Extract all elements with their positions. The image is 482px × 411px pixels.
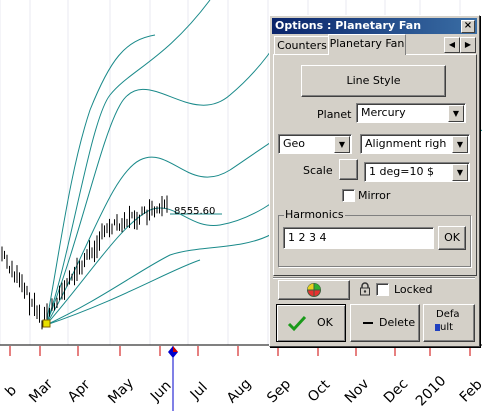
dialog-title: Options : Planetary Fan xyxy=(275,19,422,32)
default-button[interactable]: Defa ult xyxy=(423,304,475,342)
planet-select[interactable]: Mercury ▼ xyxy=(356,103,466,123)
harmonics-group xyxy=(278,215,471,267)
tab-planetary-fan[interactable]: Planetary Fan xyxy=(328,34,406,55)
separator xyxy=(273,277,475,279)
geo-value: Geo xyxy=(283,137,306,150)
mirror-checkbox[interactable] xyxy=(342,189,355,202)
tab-panel: Line Style Planet Mercury ▼ Geo ▼ Alignm… xyxy=(273,54,477,276)
geo-select[interactable]: Geo ▼ xyxy=(278,134,352,154)
close-icon[interactable]: × xyxy=(461,20,475,33)
dialog-titlebar[interactable]: Options : Planetary Fan × xyxy=(272,18,477,34)
mirror-label: Mirror xyxy=(358,189,391,202)
chevron-down-icon[interactable]: ▼ xyxy=(452,136,468,153)
checkmark-icon xyxy=(287,315,307,332)
tab-scroll-left-icon[interactable]: ◀ xyxy=(444,37,460,53)
ok-button[interactable]: OK xyxy=(276,304,346,342)
delete-button[interactable]: Delete xyxy=(350,304,420,342)
planet-label: Planet xyxy=(317,108,352,121)
default-label-suffix: ult xyxy=(440,322,454,333)
chevron-down-icon[interactable]: ▼ xyxy=(452,164,468,181)
locked-label: Locked xyxy=(394,283,433,296)
fan-line-5 xyxy=(45,179,301,326)
fan-line-3 xyxy=(45,19,291,326)
color-wheel-icon xyxy=(307,283,321,297)
delete-label: Delete xyxy=(379,316,416,329)
alignment-value: Alignment righ xyxy=(365,137,447,150)
minus-icon xyxy=(363,322,373,324)
line-style-button[interactable]: Line Style xyxy=(301,65,446,97)
harmonics-input[interactable]: 1 2 3 4 xyxy=(283,227,434,249)
time-cursor-icon xyxy=(168,346,178,411)
planet-value: Mercury xyxy=(361,106,406,119)
ok-label: OK xyxy=(317,316,333,329)
fan-line-7 xyxy=(45,259,201,326)
alignment-select[interactable]: Alignment righ ▼ xyxy=(360,134,470,154)
default-label: Defa xyxy=(436,309,460,320)
scale-select[interactable]: 1 deg=10 $ ▼ xyxy=(364,162,470,182)
scale-value: 1 deg=10 $ xyxy=(369,165,434,178)
lock-icon xyxy=(360,282,370,296)
locked-checkbox[interactable] xyxy=(376,283,389,296)
default-icon xyxy=(435,324,440,331)
fan-line-6 xyxy=(45,234,271,326)
scale-color-button[interactable] xyxy=(339,159,358,180)
fan-line-1 xyxy=(45,0,211,326)
chevron-down-icon[interactable]: ▼ xyxy=(334,136,350,153)
scale-label: Scale xyxy=(303,164,333,177)
fan-line-2 xyxy=(45,34,156,326)
fan-origin-marker xyxy=(42,319,51,328)
price-label: 8555.60 xyxy=(174,206,215,217)
tab-counters[interactable]: Counters xyxy=(274,36,330,54)
tab-scroll-right-icon[interactable]: ▶ xyxy=(460,37,476,53)
planetary-fan-dialog: Options : Planetary Fan × Counters Plane… xyxy=(269,15,480,347)
harmonics-ok-button[interactable]: OK xyxy=(438,226,466,250)
color-wheel-button[interactable] xyxy=(278,280,350,300)
harmonics-label: Harmonics xyxy=(284,208,345,221)
chevron-down-icon[interactable]: ▼ xyxy=(448,105,464,122)
